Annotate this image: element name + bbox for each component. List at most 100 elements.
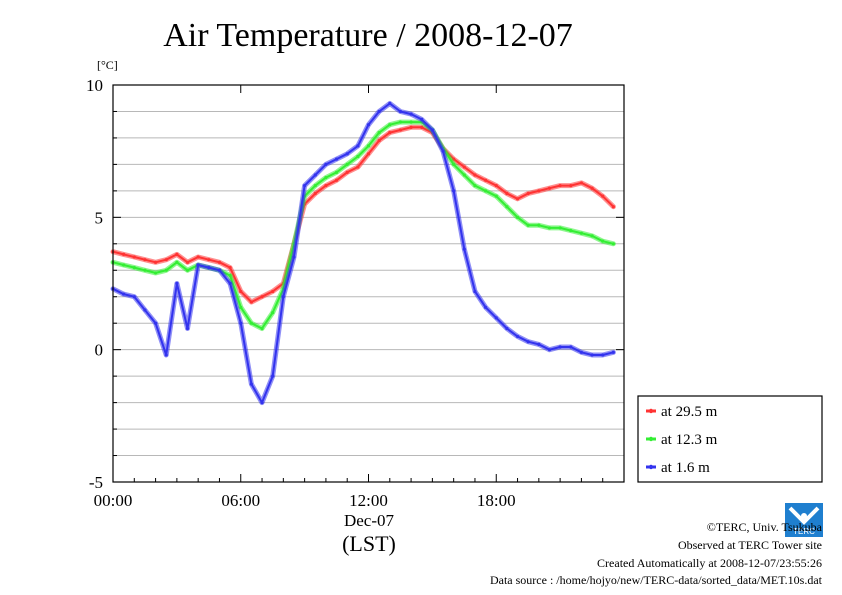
data-point [271, 374, 275, 378]
legend-marker [648, 408, 654, 414]
data-point [420, 125, 424, 129]
data-point [537, 342, 541, 346]
data-point [558, 226, 562, 230]
data-point [345, 162, 349, 166]
data-point [366, 123, 371, 127]
data-point [462, 173, 466, 177]
data-point [611, 242, 615, 246]
series-line [112, 102, 615, 404]
data-point [313, 173, 317, 177]
data-point [441, 149, 445, 153]
y-axis-label: [°C] [97, 58, 118, 72]
data-point [239, 289, 243, 294]
data-point [217, 260, 222, 264]
data-point [590, 186, 594, 190]
data-point [558, 183, 562, 188]
data-point [196, 255, 200, 259]
data-point [569, 183, 573, 188]
data-point [260, 401, 264, 405]
data-point [271, 289, 275, 294]
data-point [185, 326, 190, 331]
x-tick-label: 18:00 [477, 491, 516, 510]
legend-label: at 12.3 m [661, 432, 718, 448]
data-point [164, 353, 168, 357]
data-point [324, 176, 328, 180]
legend-item: at 29.5 m [646, 404, 718, 420]
data-point [292, 255, 296, 259]
data-point [547, 186, 552, 190]
data-point [601, 239, 605, 243]
data-point [122, 252, 126, 256]
data-point [303, 183, 307, 188]
x-axis-date-label: Dec-07 [344, 511, 395, 530]
data-point [366, 144, 371, 148]
data-point [569, 345, 573, 349]
data-point [324, 183, 328, 188]
terc-logo: TERC [784, 502, 824, 538]
data-point [260, 326, 264, 331]
data-point [505, 191, 509, 196]
data-series [110, 101, 616, 406]
data-point [175, 260, 179, 264]
data-point [356, 154, 360, 159]
data-point [249, 300, 253, 304]
data-point [409, 112, 413, 116]
data-point [462, 247, 466, 251]
data-point [207, 258, 211, 262]
data-point [462, 165, 466, 169]
data-point [569, 228, 573, 233]
data-point [271, 311, 275, 315]
data-point [537, 189, 541, 193]
data-point [579, 231, 584, 235]
data-point [526, 340, 530, 344]
data-point [579, 181, 584, 185]
data-point [345, 170, 349, 174]
data-point [143, 308, 147, 312]
data-point [334, 170, 339, 174]
legend-marker [648, 464, 654, 470]
data-point [228, 266, 232, 270]
data-point [547, 226, 552, 230]
data-point [484, 305, 488, 309]
chart-title: Air Temperature / 2008-12-07 [163, 17, 573, 54]
data-point [420, 117, 424, 122]
data-point [132, 295, 136, 299]
data-point [164, 268, 168, 272]
data-point [228, 273, 232, 278]
data-point [547, 348, 552, 352]
data-point [132, 255, 136, 259]
data-point [239, 305, 243, 309]
data-point [260, 295, 264, 299]
data-point [175, 252, 179, 256]
data-point [484, 178, 488, 182]
data-point [377, 138, 381, 143]
data-point [334, 178, 339, 182]
data-point [452, 162, 456, 166]
data-point [494, 316, 498, 320]
y-tick-label: -5 [89, 473, 103, 492]
data-point [153, 271, 158, 275]
y-tick-label: 0 [95, 341, 104, 360]
data-point [388, 123, 392, 127]
data-point [526, 223, 530, 227]
data-point [398, 128, 403, 132]
data-point [281, 295, 285, 299]
data-point [377, 109, 381, 114]
footer-copyright: ©TERC, Univ. Tsukuba [706, 520, 822, 534]
data-point [515, 334, 520, 339]
legend-box [637, 395, 823, 483]
legend-item: at 12.3 m [646, 432, 718, 448]
data-point [153, 321, 158, 325]
data-point [526, 191, 530, 196]
data-point [356, 165, 360, 169]
data-point [473, 289, 477, 294]
y-tick-label: 10 [86, 76, 103, 95]
data-point [388, 131, 392, 135]
x-tick-label: 12:00 [349, 491, 388, 510]
data-point [122, 263, 126, 267]
data-point [601, 194, 605, 198]
data-point [611, 350, 615, 354]
legend-label: at 1.6 m [661, 460, 710, 476]
data-point [484, 189, 488, 193]
